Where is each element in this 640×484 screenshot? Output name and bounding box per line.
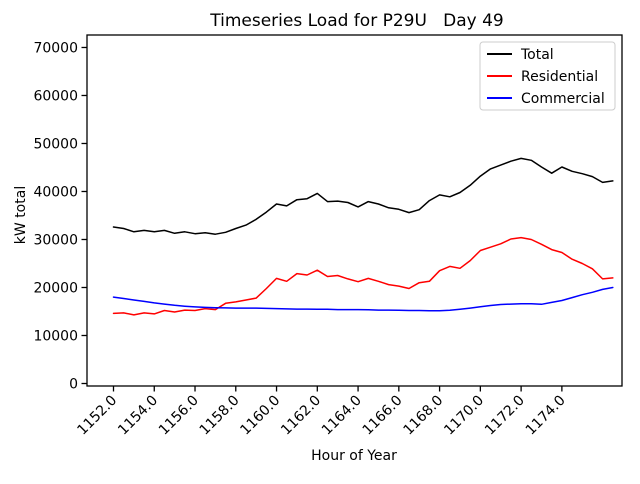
x-tick-label: 1170.0 bbox=[441, 393, 487, 439]
legend-box bbox=[479, 41, 616, 111]
y-tick-label: 0 bbox=[69, 377, 78, 393]
y-tick-label: 10000 bbox=[33, 329, 78, 345]
y-tick-label: 60000 bbox=[33, 88, 78, 104]
y-tick-label: 40000 bbox=[33, 184, 78, 200]
y-tick-label: 70000 bbox=[33, 40, 78, 56]
legend-label-residential: Residential bbox=[521, 69, 598, 85]
x-tick-label: 1166.0 bbox=[360, 393, 406, 439]
x-tick-label: 1174.0 bbox=[523, 393, 569, 439]
y-tick-label: 50000 bbox=[33, 136, 78, 152]
chart-title: Timeseries Load for P29U Day 49 bbox=[209, 11, 503, 31]
x-axis: 1152.01154.01156.01158.01160.01162.01164… bbox=[74, 386, 569, 439]
y-axis: 0 10000 20000 30000 40000 50000 60000 70000 bbox=[33, 40, 87, 393]
series-line-residential bbox=[112, 236, 614, 316]
x-tick-label: 1168.0 bbox=[400, 393, 446, 439]
x-axis-label: Hour of Year bbox=[311, 448, 397, 464]
series-line-commercial bbox=[112, 286, 614, 312]
x-tick-label: 1162.0 bbox=[278, 393, 324, 439]
x-tick-label: 1164.0 bbox=[319, 393, 365, 439]
x-tick-label: 1160.0 bbox=[237, 393, 283, 439]
series-line-total bbox=[112, 157, 614, 235]
legend-label-commercial: Commercial bbox=[521, 91, 605, 107]
legend: Total Residential Commercial bbox=[479, 41, 616, 111]
y-tick-label: 20000 bbox=[33, 280, 78, 296]
y-tick-label: 30000 bbox=[33, 232, 78, 248]
legend-label-total: Total bbox=[520, 47, 554, 63]
x-tick-label: 1152.0 bbox=[74, 393, 120, 439]
x-tick-label: 1158.0 bbox=[197, 393, 243, 439]
x-tick-label: 1154.0 bbox=[115, 393, 161, 439]
y-axis-label: kW total bbox=[13, 186, 29, 244]
plot-border bbox=[86, 34, 623, 387]
series-lines bbox=[112, 157, 614, 316]
x-tick-label: 1156.0 bbox=[156, 393, 202, 439]
x-tick-label: 1172.0 bbox=[482, 393, 528, 439]
